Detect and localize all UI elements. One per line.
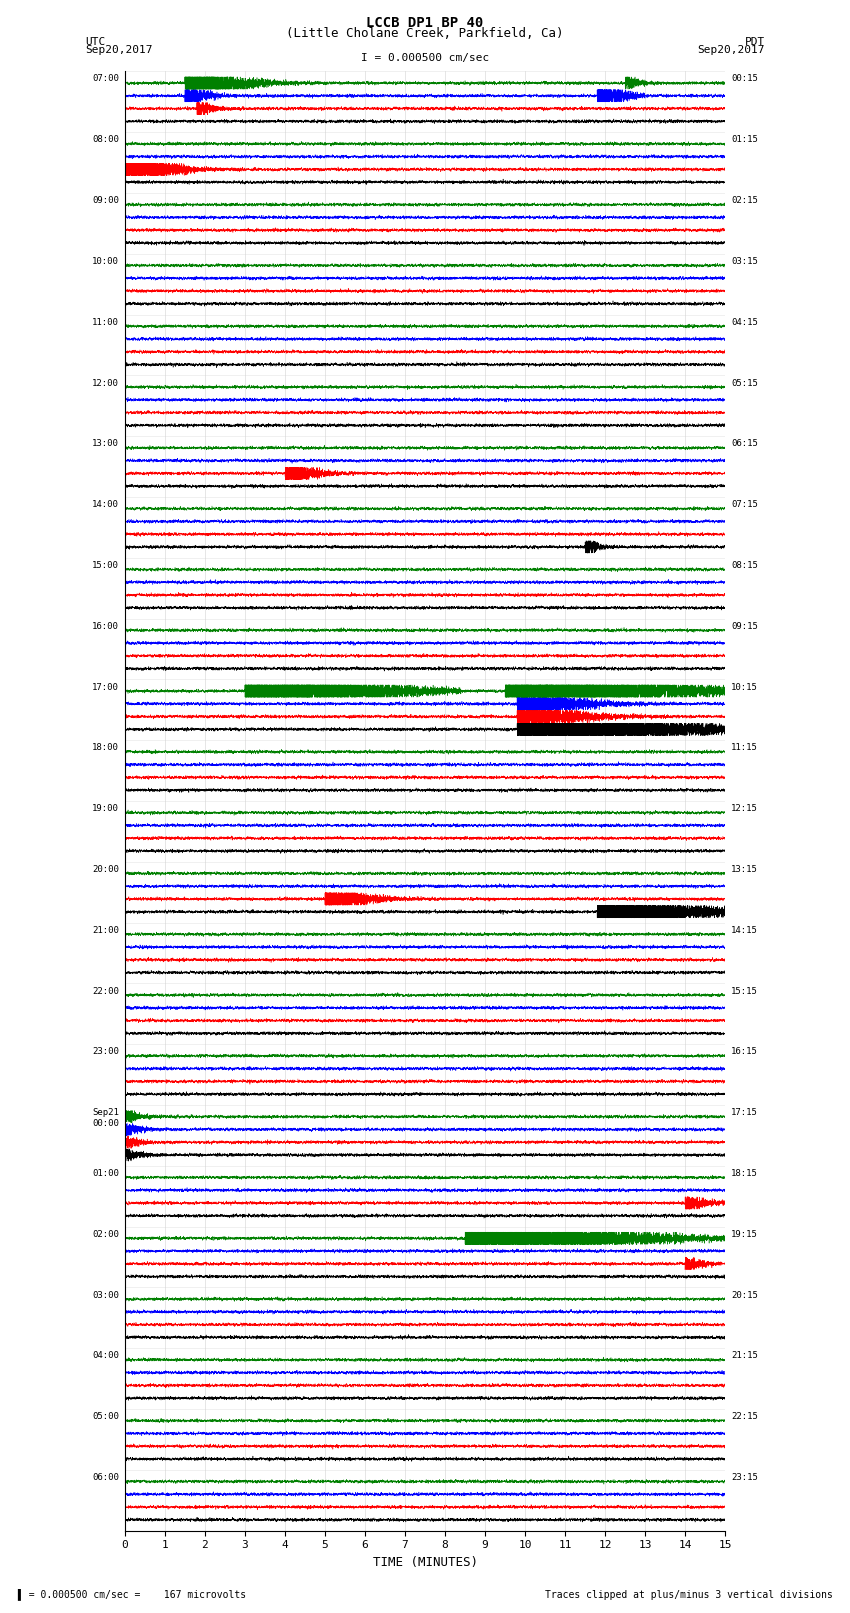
X-axis label: TIME (MINUTES): TIME (MINUTES)	[372, 1557, 478, 1569]
Text: 17:00: 17:00	[92, 682, 119, 692]
Text: 04:15: 04:15	[731, 318, 758, 327]
Text: 21:00: 21:00	[92, 926, 119, 934]
Text: 16:15: 16:15	[731, 1047, 758, 1057]
Text: 09:00: 09:00	[92, 197, 119, 205]
Text: 14:00: 14:00	[92, 500, 119, 510]
Text: 18:15: 18:15	[731, 1169, 758, 1177]
Text: 10:00: 10:00	[92, 256, 119, 266]
Text: 19:15: 19:15	[731, 1229, 758, 1239]
Text: 13:00: 13:00	[92, 439, 119, 448]
Text: 22:15: 22:15	[731, 1411, 758, 1421]
Text: 20:00: 20:00	[92, 865, 119, 874]
Text: Sep20,2017: Sep20,2017	[85, 45, 152, 55]
Text: Sep21
00:00: Sep21 00:00	[92, 1108, 119, 1127]
Text: 23:15: 23:15	[731, 1473, 758, 1482]
Text: 08:15: 08:15	[731, 561, 758, 569]
Text: 07:15: 07:15	[731, 500, 758, 510]
Text: 10:15: 10:15	[731, 682, 758, 692]
Text: LCCB DP1 BP 40: LCCB DP1 BP 40	[366, 16, 484, 31]
Text: 00:15: 00:15	[731, 74, 758, 84]
Text: 06:00: 06:00	[92, 1473, 119, 1482]
Text: 07:00: 07:00	[92, 74, 119, 84]
Text: 22:00: 22:00	[92, 987, 119, 995]
Text: 14:15: 14:15	[731, 926, 758, 934]
Text: 16:00: 16:00	[92, 621, 119, 631]
Text: I = 0.000500 cm/sec: I = 0.000500 cm/sec	[361, 53, 489, 63]
Text: UTC: UTC	[85, 37, 105, 47]
Text: 23:00: 23:00	[92, 1047, 119, 1057]
Text: 05:15: 05:15	[731, 379, 758, 387]
Text: 04:00: 04:00	[92, 1352, 119, 1360]
Text: 09:15: 09:15	[731, 621, 758, 631]
Text: 11:00: 11:00	[92, 318, 119, 327]
Text: 20:15: 20:15	[731, 1290, 758, 1300]
Text: 12:15: 12:15	[731, 805, 758, 813]
Text: 12:00: 12:00	[92, 379, 119, 387]
Text: 05:00: 05:00	[92, 1411, 119, 1421]
Text: 01:15: 01:15	[731, 135, 758, 144]
Text: Sep20,2017: Sep20,2017	[698, 45, 765, 55]
Text: 15:15: 15:15	[731, 987, 758, 995]
Text: 06:15: 06:15	[731, 439, 758, 448]
Text: PDT: PDT	[745, 37, 765, 47]
Text: 03:15: 03:15	[731, 256, 758, 266]
Text: Traces clipped at plus/minus 3 vertical divisions: Traces clipped at plus/minus 3 vertical …	[545, 1590, 833, 1600]
Text: ▌ = 0.000500 cm/sec =    167 microvolts: ▌ = 0.000500 cm/sec = 167 microvolts	[17, 1589, 246, 1600]
Text: 01:00: 01:00	[92, 1169, 119, 1177]
Text: 03:00: 03:00	[92, 1290, 119, 1300]
Text: 08:00: 08:00	[92, 135, 119, 144]
Text: 15:00: 15:00	[92, 561, 119, 569]
Text: 02:00: 02:00	[92, 1229, 119, 1239]
Text: 11:15: 11:15	[731, 744, 758, 752]
Text: (Little Cholane Creek, Parkfield, Ca): (Little Cholane Creek, Parkfield, Ca)	[286, 27, 564, 40]
Text: 19:00: 19:00	[92, 805, 119, 813]
Text: 02:15: 02:15	[731, 197, 758, 205]
Text: 17:15: 17:15	[731, 1108, 758, 1118]
Text: 13:15: 13:15	[731, 865, 758, 874]
Text: 21:15: 21:15	[731, 1352, 758, 1360]
Text: 18:00: 18:00	[92, 744, 119, 752]
